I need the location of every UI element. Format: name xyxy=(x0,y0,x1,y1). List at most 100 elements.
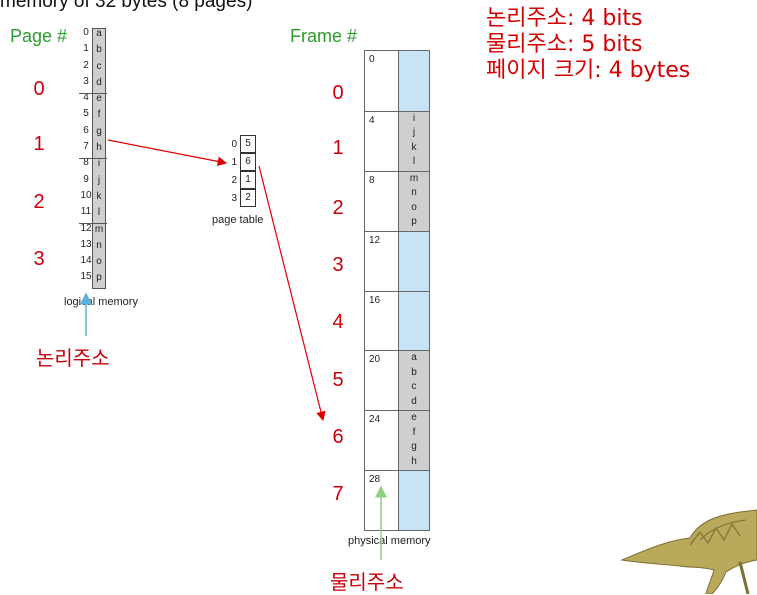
page-table-frame: 5 xyxy=(240,135,256,153)
page-number-0: 0 xyxy=(33,78,45,100)
page-divider xyxy=(79,158,107,159)
logical-memory-cell: d xyxy=(96,76,102,88)
physical-memory-cell: k xyxy=(411,141,417,153)
physical-frame-address: 8 xyxy=(369,174,375,186)
page-table-caption: page table xyxy=(212,214,264,226)
logical-address: 6 xyxy=(83,124,89,136)
logical-address: 8 xyxy=(83,157,89,169)
frame-number-header: Frame # xyxy=(290,26,358,46)
physical-frame: 12 xyxy=(365,230,429,291)
page-table-frame: 1 xyxy=(240,171,256,189)
logical-address: 9 xyxy=(83,173,89,185)
page-divider xyxy=(79,93,107,94)
logical-address: 13 xyxy=(80,238,92,250)
logical-address: 4 xyxy=(83,92,89,104)
physical-frame-address: 20 xyxy=(369,354,381,366)
physical-frame-address: 4 xyxy=(369,114,375,126)
physical-frame: 28 xyxy=(365,470,429,530)
logical-memory-cell: h xyxy=(96,142,102,154)
physical-memory-cell: f xyxy=(412,426,416,438)
physical-frame-address: 0 xyxy=(369,54,375,65)
page-number-header: Page # xyxy=(10,26,68,46)
logical-address: 0 xyxy=(83,27,89,38)
physical-address-label: 물리주소 xyxy=(330,570,404,594)
physical-memory-block: 0 4 i j k l 8 m n o p 12 16 20 a b c d 24 e f g h 28 xyxy=(364,50,430,531)
physical-memory-cell: a xyxy=(411,352,417,364)
info-logical-bits: 논리주소: 4 bits xyxy=(486,6,643,31)
slide-heading: memory of 32 bytes (8 pages) xyxy=(0,0,253,12)
physical-frame-address: 12 xyxy=(369,234,381,246)
table-to-frame-arrow xyxy=(258,165,326,422)
physical-frame: 16 xyxy=(365,290,429,351)
page-table-index: 3 xyxy=(231,193,237,204)
logical-address: 2 xyxy=(83,59,89,71)
physical-frame: 20 a b c d xyxy=(365,350,429,411)
logical-memory-addresses: 0 1 2 3 4 5 6 7 8 9 10 11 12 13 14 15 xyxy=(80,27,92,289)
logical-memory-cell: k xyxy=(96,190,102,202)
physical-frame-free xyxy=(398,51,429,111)
logical-memory-cell: a xyxy=(96,28,102,39)
page-table-frame: 2 xyxy=(240,189,256,207)
logical-memory-cell: i xyxy=(97,158,101,170)
page-table: 0 5 1 6 2 1 3 2 xyxy=(225,135,256,208)
page-table-row: 2 1 xyxy=(225,171,256,190)
physical-memory-cell: d xyxy=(411,395,417,407)
physical-frame-address: 24 xyxy=(369,414,381,426)
logical-memory-cell: o xyxy=(96,256,102,268)
page-divider xyxy=(79,223,107,224)
logical-address: 10 xyxy=(80,189,92,201)
physical-memory-cell: m xyxy=(409,172,419,184)
logical-memory-cell: n xyxy=(96,239,102,251)
info-physical-bits: 물리주소: 5 bits xyxy=(486,32,643,57)
physical-memory-cell: o xyxy=(411,201,417,213)
physical-frame-address: 28 xyxy=(369,474,381,486)
physical-memory-cell: c xyxy=(411,381,417,393)
logical-address-label: 논리주소 xyxy=(36,346,110,370)
page-table-index: 0 xyxy=(231,139,237,150)
logical-memory-cell: g xyxy=(96,125,102,137)
page-table-index: 2 xyxy=(231,175,237,186)
logical-memory-cell: c xyxy=(96,60,102,72)
frame-number-2: 2 xyxy=(332,197,344,219)
physical-frame-address: 16 xyxy=(369,294,381,306)
logical-address: 5 xyxy=(83,108,89,120)
logical-memory-cell: f xyxy=(97,109,101,121)
physical-memory-cell: n xyxy=(411,187,417,199)
physical-frame-free xyxy=(398,471,429,530)
frame-number-4: 4 xyxy=(332,311,344,333)
frame-number-0: 0 xyxy=(332,82,344,104)
page-table-row: 1 6 xyxy=(225,153,256,172)
logical-address: 1 xyxy=(83,43,89,55)
frame-number-5: 5 xyxy=(332,369,344,391)
page-table-row: 3 2 xyxy=(225,189,256,208)
physical-memory-cell: e xyxy=(411,412,417,424)
physical-frame: 24 e f g h xyxy=(365,410,429,471)
physical-memory-cell: h xyxy=(411,455,417,467)
page-table-frame: 6 xyxy=(240,153,256,171)
page-number-3: 3 xyxy=(33,248,45,270)
physical-memory-cell: l xyxy=(412,156,416,168)
physical-memory-caption: physical memory xyxy=(348,535,431,547)
frame-number-3: 3 xyxy=(332,254,344,276)
logical-memory-cell: b xyxy=(96,44,102,56)
frame-number-7: 7 xyxy=(332,483,344,505)
physical-memory-cell: i xyxy=(412,112,416,124)
logical-memory-cell: e xyxy=(96,93,102,105)
page-table-index: 1 xyxy=(231,157,237,168)
logical-address: 3 xyxy=(83,75,89,87)
logical-memory-cell: l xyxy=(97,207,101,219)
logical-address: 7 xyxy=(83,141,89,153)
logical-address: 12 xyxy=(80,222,92,234)
page-to-table-arrow xyxy=(107,139,228,167)
physical-frame: 0 xyxy=(365,51,429,111)
physical-frame-free xyxy=(398,231,429,291)
logical-memory-block: a b c d e f g h i j k l m n o p xyxy=(79,28,107,289)
physical-memory-cell: b xyxy=(411,366,417,378)
